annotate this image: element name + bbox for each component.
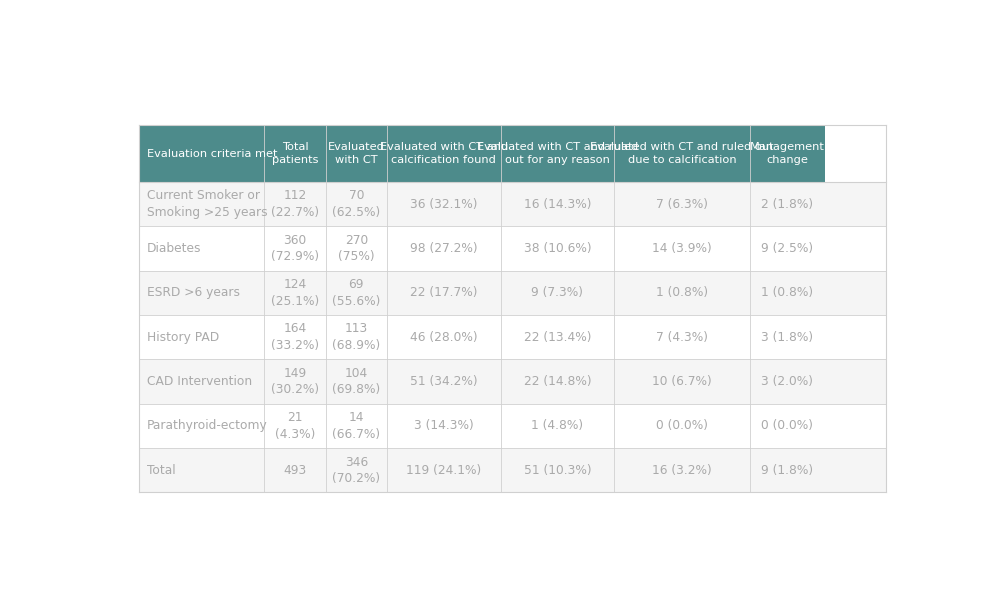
Bar [139,226,886,271]
Bar [326,125,387,182]
Text: Total
patients: Total patients [272,142,318,165]
Bar [139,182,886,226]
Text: 51 (10.3%): 51 (10.3%) [524,464,591,477]
Text: 22 (13.4%): 22 (13.4%) [524,331,591,344]
Text: 14 (3.9%): 14 (3.9%) [652,242,712,255]
Text: Evaluation criteria met: Evaluation criteria met [147,149,277,158]
Text: 16 (3.2%): 16 (3.2%) [652,464,712,477]
Text: Evaluated with CT and
calcification found: Evaluated with CT and calcification foun… [380,142,508,165]
Text: 70
(62.5%): 70 (62.5%) [332,190,380,219]
Text: 7 (6.3%): 7 (6.3%) [656,198,708,211]
Text: 3 (1.8%): 3 (1.8%) [761,331,813,344]
Bar [139,271,886,315]
Text: 3 (14.3%): 3 (14.3%) [414,419,474,433]
Text: 112
(22.7%): 112 (22.7%) [271,190,319,219]
Text: 0 (0.0%): 0 (0.0%) [761,419,813,433]
Text: 1 (0.8%): 1 (0.8%) [656,286,708,299]
Bar [139,315,886,359]
Text: 9 (2.5%): 9 (2.5%) [761,242,813,255]
Text: 1 (0.8%): 1 (0.8%) [761,286,813,299]
Text: CAD Intervention: CAD Intervention [147,375,252,388]
Text: Evaluated with CT and ruled out
due to calcification: Evaluated with CT and ruled out due to c… [590,142,774,165]
Text: 22 (17.7%): 22 (17.7%) [410,286,478,299]
Text: 69
(55.6%): 69 (55.6%) [332,278,381,308]
Bar [139,448,886,493]
Text: Parathyroid-ectomy: Parathyroid-ectomy [147,419,267,433]
Text: 7 (4.3%): 7 (4.3%) [656,331,708,344]
Text: Management
change: Management change [750,142,825,165]
Bar [264,125,326,182]
Text: 0 (0.0%): 0 (0.0%) [656,419,708,433]
Text: 119 (24.1%): 119 (24.1%) [406,464,481,477]
Text: 164
(33.2%): 164 (33.2%) [271,322,319,352]
Text: 3 (2.0%): 3 (2.0%) [761,375,813,388]
Bar [139,359,886,404]
Text: Total: Total [147,464,175,477]
Bar [139,404,886,448]
Text: Current Smoker or
Smoking >25 years: Current Smoker or Smoking >25 years [147,190,267,219]
Text: 38 (10.6%): 38 (10.6%) [524,242,591,255]
Text: Evaluated with CT and ruled
out for any reason: Evaluated with CT and ruled out for any … [477,142,638,165]
Text: 1 (4.8%): 1 (4.8%) [531,419,583,433]
Text: 9 (7.3%): 9 (7.3%) [531,286,583,299]
Text: 10 (6.7%): 10 (6.7%) [652,375,712,388]
Text: 124
(25.1%): 124 (25.1%) [271,278,319,308]
Text: 113
(68.9%): 113 (68.9%) [332,322,380,352]
Text: 2 (1.8%): 2 (1.8%) [761,198,813,211]
Text: Diabetes: Diabetes [147,242,201,255]
Bar [750,125,825,182]
Text: 36 (32.1%): 36 (32.1%) [410,198,478,211]
Text: Evaluated
with CT: Evaluated with CT [328,142,385,165]
Text: 16 (14.3%): 16 (14.3%) [524,198,591,211]
Text: 360
(72.9%): 360 (72.9%) [271,234,319,263]
Text: 270
(75%): 270 (75%) [338,234,375,263]
Text: 104
(69.8%): 104 (69.8%) [332,367,380,397]
Text: 46 (28.0%): 46 (28.0%) [410,331,478,344]
Text: 22 (14.8%): 22 (14.8%) [524,375,591,388]
Text: History PAD: History PAD [147,331,219,344]
Text: 346
(70.2%): 346 (70.2%) [332,455,380,485]
Text: 14
(66.7%): 14 (66.7%) [332,411,380,440]
Text: 149
(30.2%): 149 (30.2%) [271,367,319,397]
Text: 98 (27.2%): 98 (27.2%) [410,242,478,255]
Text: ESRD >6 years: ESRD >6 years [147,286,240,299]
Text: 51 (34.2%): 51 (34.2%) [410,375,478,388]
Text: 21
(4.3%): 21 (4.3%) [275,411,315,440]
Text: 9 (1.8%): 9 (1.8%) [761,464,813,477]
Text: 493: 493 [283,464,307,477]
